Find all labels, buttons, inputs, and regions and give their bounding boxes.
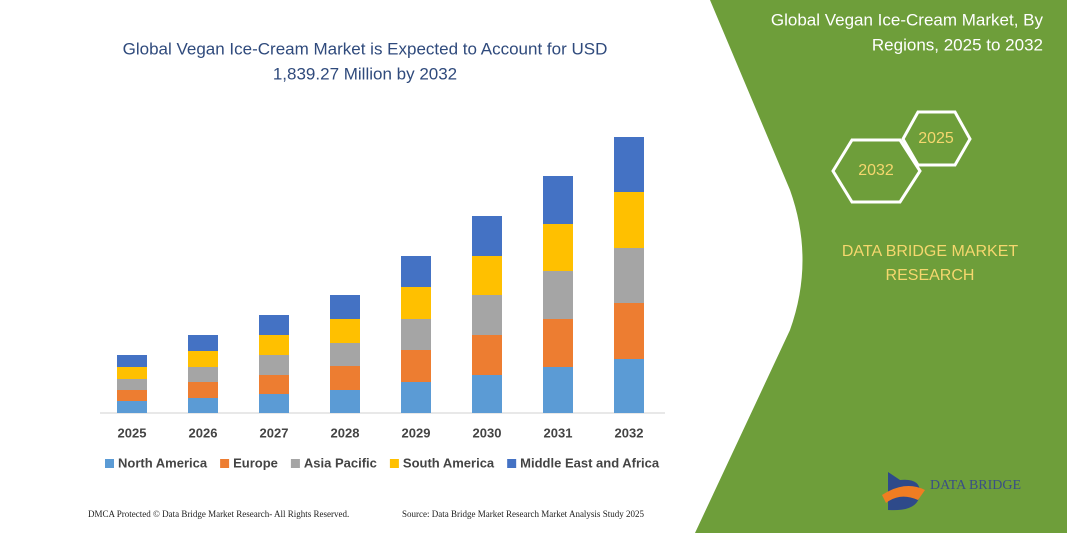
bar-segment <box>472 256 502 295</box>
bar-segment <box>401 382 431 413</box>
brand-text: RESEARCH <box>886 267 975 284</box>
bar-segment <box>614 192 644 248</box>
bar-segment <box>259 375 289 394</box>
logo-mark <box>882 486 925 503</box>
hexagon <box>831 138 922 204</box>
panel-title: Global Vegan Ice-Cream Market, By <box>771 10 1044 29</box>
bar-segment <box>614 137 644 192</box>
bar-segment <box>543 319 573 367</box>
legend-label: Asia Pacific <box>304 455 377 470</box>
bar-segment <box>259 355 289 375</box>
legend-swatch <box>507 459 517 468</box>
bar-segment <box>543 224 573 271</box>
bar-segment <box>543 367 573 413</box>
bar-segment <box>188 367 218 382</box>
bar-segment <box>117 379 147 390</box>
legend-swatch <box>105 459 114 468</box>
bar-segment <box>614 303 644 359</box>
logo-text: DATA BRIDGE <box>930 478 1021 493</box>
hexagon <box>901 110 972 167</box>
bar-segment <box>614 248 644 303</box>
chart-title: Global Vegan Ice-Cream Market is Expecte… <box>123 39 608 58</box>
legend-label: Middle East and Africa <box>520 455 660 470</box>
legend-swatch <box>389 459 399 468</box>
bar-segment <box>117 390 147 401</box>
bar-segment <box>259 315 289 335</box>
x-tick-label: 2025 <box>118 425 147 440</box>
bar-segment <box>259 335 289 355</box>
bar-segment <box>188 351 218 367</box>
chart-title: 1,839.27 Million by 2032 <box>273 64 457 83</box>
x-tick-label: 2030 <box>473 425 502 440</box>
x-tick-label: 2028 <box>331 425 360 440</box>
bar-segment <box>330 390 360 413</box>
bar-segment <box>472 375 502 413</box>
bar-segment <box>259 394 289 413</box>
bar-segment <box>472 295 502 335</box>
legend-label: North America <box>118 455 208 470</box>
bar-segment <box>330 295 360 319</box>
bar-segment <box>117 401 147 413</box>
x-tick-label: 2031 <box>544 425 573 440</box>
legend-swatch <box>290 459 300 468</box>
legend: North America Europe Asia Pacific South Ame… <box>105 455 660 470</box>
bar-segment <box>117 355 147 367</box>
x-tick-label: 2027 <box>260 425 289 440</box>
x-tick-label: 2032 <box>615 425 644 440</box>
bar-segment <box>543 176 573 224</box>
panel-title: Regions, 2025 to 2032 <box>872 35 1043 54</box>
bar-segment <box>188 382 218 398</box>
legend-swatch <box>220 459 230 468</box>
bar-segment <box>401 319 431 350</box>
bar-segment <box>188 398 218 413</box>
hexagon-label: 2032 <box>858 162 894 179</box>
side-panel <box>695 0 1067 533</box>
bar-segment <box>330 319 360 343</box>
bar-segment <box>614 359 644 413</box>
footer-left: DMCA Protected © Data Bridge Market Rese… <box>88 509 349 519</box>
bar-segment <box>117 367 147 379</box>
bars: 2025 2026 2027 2028 2029 2030 2031 2032 <box>117 137 644 440</box>
bar-segment <box>472 216 502 256</box>
bar-segment <box>330 366 360 390</box>
bar-segment <box>472 335 502 375</box>
bar-segment <box>401 287 431 319</box>
footer-right: Source: Data Bridge Market Research Mark… <box>402 509 644 519</box>
bar-segment <box>188 335 218 351</box>
bar-segment <box>401 256 431 287</box>
bar-segment <box>330 343 360 366</box>
brand-text: DATA BRIDGE MARKET <box>842 243 1019 260</box>
x-tick-label: 2026 <box>189 425 218 440</box>
legend-label: Europe <box>233 455 278 470</box>
legend-label: South America <box>403 455 495 470</box>
bar-segment <box>401 350 431 382</box>
x-tick-label: 2029 <box>402 425 431 440</box>
bar-segment <box>543 271 573 319</box>
hexagon-label: 2025 <box>918 130 954 147</box>
